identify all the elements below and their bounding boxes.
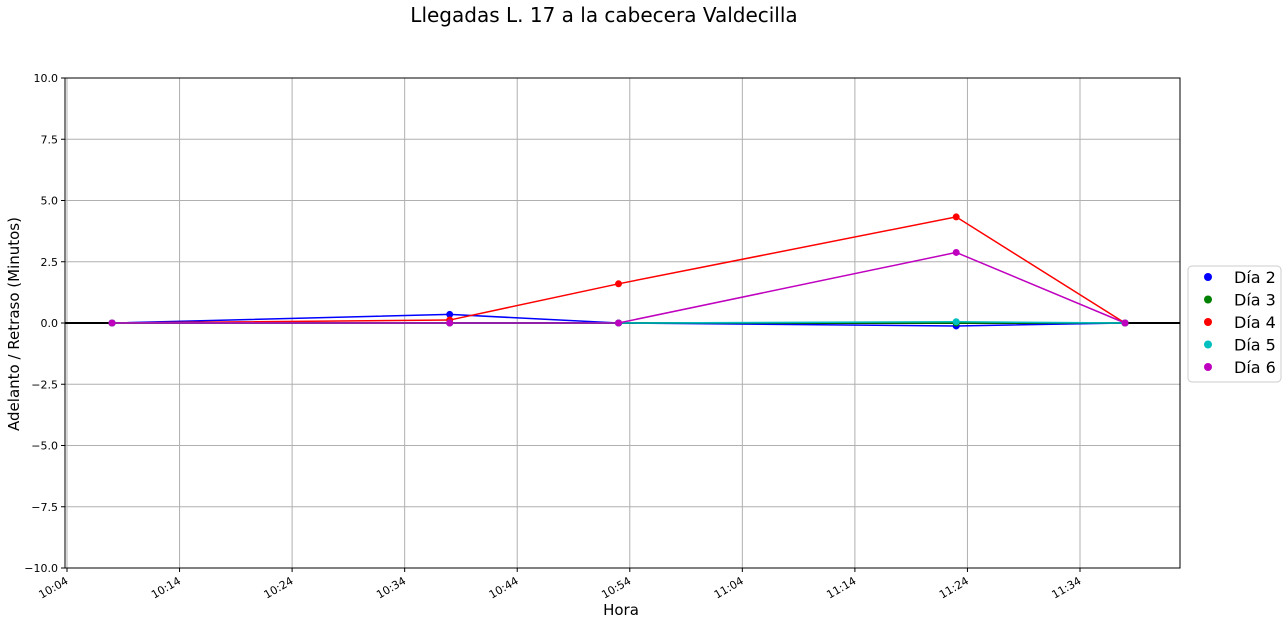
series-layer bbox=[108, 213, 1129, 330]
y-tick-label: −2.5 bbox=[31, 378, 58, 391]
x-tick-label: 10:44 bbox=[487, 574, 521, 601]
legend-marker bbox=[1204, 318, 1212, 326]
data-point-dia-6 bbox=[615, 319, 623, 327]
legend-label: Día 4 bbox=[1234, 313, 1276, 332]
data-point-dia-6 bbox=[108, 319, 116, 327]
y-tick-label: −7.5 bbox=[31, 501, 58, 514]
y-tick-label: −10.0 bbox=[24, 562, 58, 575]
data-point-dia-2 bbox=[446, 310, 454, 318]
legend-label: Día 5 bbox=[1234, 336, 1276, 355]
y-tick-label: 5.0 bbox=[41, 195, 59, 208]
x-tick-label: 11:04 bbox=[712, 574, 746, 601]
legend-label: Día 6 bbox=[1234, 358, 1276, 377]
legend-box bbox=[1187, 265, 1282, 383]
y-axis: 10.0 7.5 5.0 2.5 0.0 −2.5 −5.0 −7.5 −10.0 bbox=[24, 72, 65, 575]
y-tick-label: 10.0 bbox=[34, 72, 59, 85]
series-line-dia-4 bbox=[112, 216, 1126, 324]
y-tick-label: 7.5 bbox=[41, 133, 59, 146]
legend: Día 2 Día 3 Día 4 Día 5 Día 6 bbox=[1187, 265, 1282, 383]
data-point-dia-6 bbox=[952, 248, 960, 256]
x-tick-label: 10:34 bbox=[374, 574, 408, 601]
series-line-dia-6 bbox=[112, 251, 1126, 324]
x-tick-label: 11:24 bbox=[937, 574, 971, 601]
legend-label: Día 2 bbox=[1234, 268, 1276, 287]
x-tick-label: 11:34 bbox=[1050, 574, 1084, 601]
y-tick-label: 2.5 bbox=[41, 256, 59, 269]
legend-marker bbox=[1204, 273, 1212, 281]
y-tick-label: −5.0 bbox=[31, 440, 58, 453]
data-point-dia-4 bbox=[615, 280, 623, 288]
data-point-dia-5 bbox=[952, 318, 960, 326]
x-axis: 10:04 10:14 10:24 10:34 10:44 10:54 11:04 11:14… bbox=[37, 568, 1084, 601]
x-axis-label: Hora bbox=[603, 601, 639, 619]
x-tick-label: 10:54 bbox=[599, 574, 633, 601]
data-point-dia-6 bbox=[1121, 319, 1129, 327]
x-tick-label: 10:24 bbox=[262, 574, 296, 601]
y-tick-label: 0.0 bbox=[41, 317, 59, 330]
legend-marker bbox=[1204, 295, 1212, 304]
legend-label: Día 3 bbox=[1234, 291, 1276, 310]
x-tick-label: 11:14 bbox=[824, 574, 858, 601]
y-axis-label: Adelanto / Retraso (Minutos) bbox=[5, 217, 23, 431]
chart-title: Llegadas L. 17 a la cabecera Valdecilla bbox=[410, 3, 797, 27]
legend-marker bbox=[1204, 363, 1212, 371]
data-point-dia-6 bbox=[446, 319, 454, 327]
legend-marker bbox=[1204, 340, 1212, 349]
data-point-dia-4 bbox=[952, 213, 960, 221]
x-tick-label: 10:04 bbox=[37, 574, 71, 601]
x-tick-label: 10:14 bbox=[149, 574, 183, 601]
